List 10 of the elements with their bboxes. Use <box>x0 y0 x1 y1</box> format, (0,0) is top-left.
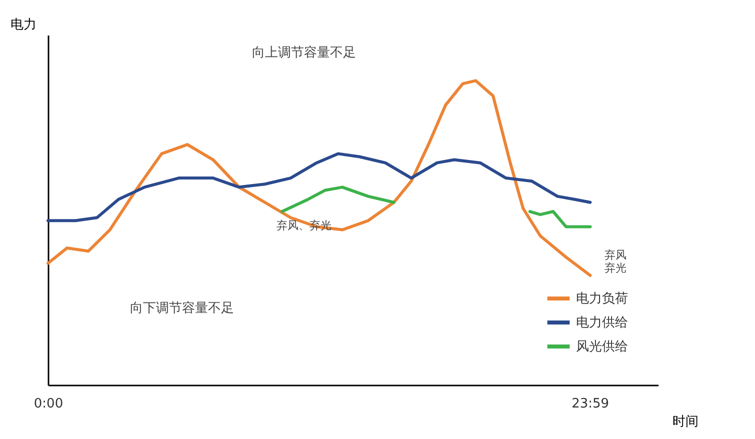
y-axis-title: 电力 <box>10 18 36 32</box>
legend-label: 电力供给 <box>576 316 628 330</box>
annotation: 向下调节容量不足 <box>130 300 234 316</box>
legend-label: 风光供给 <box>576 340 628 354</box>
text: 向上调节容量不足 <box>252 44 356 60</box>
x-axis-title: 时间 <box>672 414 698 430</box>
x-tick-label: 23:59 <box>572 396 610 412</box>
legend-label: 电力负荷 <box>576 292 628 306</box>
x-tick-label: 0:00 <box>34 396 64 412</box>
annotation: 弃风弃光 <box>604 248 626 274</box>
